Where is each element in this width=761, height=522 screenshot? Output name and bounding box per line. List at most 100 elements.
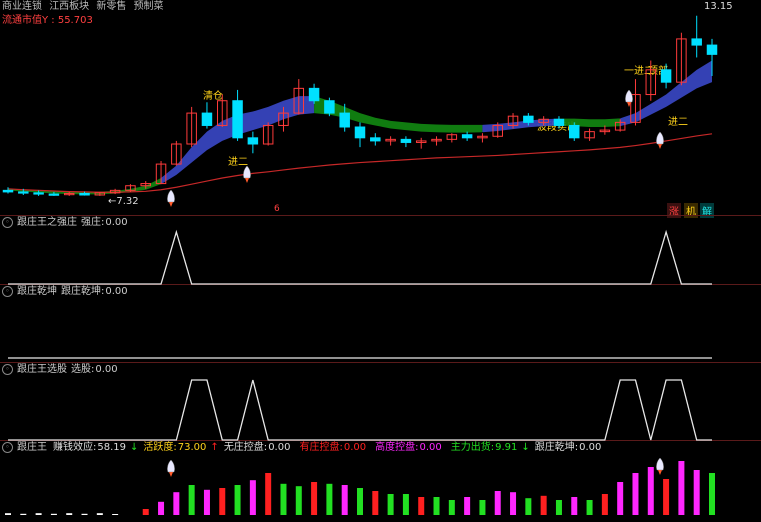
candle-body [354,126,366,139]
candle-body [492,124,503,137]
trend-arrow-icon: ↓ [130,442,139,453]
collapse-icon[interactable]: ◦ [2,441,13,453]
rocket-icon-flame [658,470,662,475]
panel1-label: 强庄: [81,217,105,228]
collapse-icon[interactable]: ◦ [2,363,13,375]
indicator-bar [96,513,103,515]
candle-body [278,112,289,126]
indicator-bar [112,514,119,515]
annotation-jiner-b: 进二 [668,117,688,128]
indicator-bar [35,513,42,515]
candle-body [308,87,320,102]
band-segment [8,178,162,195]
rocket-icon [167,459,175,473]
candle-body [94,192,106,196]
panel3-label: 选股: [71,364,95,375]
panel4-item-value: 0.00 [343,442,367,453]
indicator-bar [617,482,624,515]
indicator-bar [418,497,425,515]
candle-body [109,189,121,194]
panel3-value: 0.00 [95,364,118,375]
indicator-bar [678,461,685,515]
candle-body [630,94,641,123]
candle-body [186,112,197,145]
rocket-icon-flame [627,102,631,107]
marker-jie[interactable]: 解 [700,203,714,218]
candle-body [140,183,151,187]
collapse-icon[interactable]: ◦ [2,285,13,297]
candle-body [79,192,90,196]
price-panel[interactable]: 商业连锁 江西板块 新零售 预制菜 流通市值Y : 55.703 13.15 ←… [0,0,761,218]
candle-body [614,121,626,131]
indicator-bar [448,500,455,515]
title-item[interactable]: 江西板块 [49,1,90,12]
candle-body [584,131,595,139]
indicator-bar [311,482,318,515]
candle-body [262,124,274,145]
panel4-item-value: 0.00 [268,442,291,453]
indicator-bar [540,495,547,515]
candle-body [507,115,519,126]
panel2-name: 跟庄乾坤 [17,286,57,297]
rocket-icon [243,165,251,179]
candle-body [569,124,580,139]
indicator-bar [341,485,348,515]
marker-zhang[interactable]: 涨 [667,203,681,218]
candle-body [155,163,167,185]
circulating-cap-label: 流通市值Y : 55.703 [2,15,93,26]
indicator-bar [158,501,165,515]
candle-body [125,185,136,191]
panel4-item: 跟庄乾坤:0.00 [535,442,606,453]
candle-body [201,112,213,126]
rocket-icon-flame [169,202,173,207]
candle-body [217,100,228,126]
indicator-bar [326,483,333,515]
title-item[interactable]: 新零售 [96,1,127,12]
band-segment [620,60,712,127]
candle-body [645,69,657,96]
collapse-icon[interactable]: ◦ [2,216,13,228]
rocket-icon [656,131,664,145]
candle-body [676,38,687,83]
candle-body [538,118,549,123]
indicator-bar [81,513,88,515]
indicator-bar [433,497,440,515]
panel1-name: 跟庄王之强庄 [17,217,77,228]
indicator-bar [693,470,700,515]
panel4-item: 有庄控盘:0.00 [299,442,370,453]
indicator-bar [372,491,379,515]
panel4-item-label: 活跃度: [143,442,177,453]
title-item[interactable]: 商业连锁 [2,1,42,12]
candle-body [48,193,60,196]
candle-body [339,112,350,128]
marker-ji[interactable]: 机 [684,203,698,218]
indicator-bar [663,479,670,515]
candle-body [446,134,458,140]
indicator-bar [295,486,302,515]
trend-arrow-icon: ↑ [210,442,219,453]
rocket-icon [625,89,633,103]
annotation-qingcang: 清仓 [203,91,223,102]
title-item[interactable]: 预制菜 [133,1,164,12]
indicator-bar [66,513,73,515]
panel4-item-label: 跟庄乾坤: [534,442,579,453]
panel4-item-value: 58.19 [97,442,127,453]
panel2-value: 0.00 [105,286,128,297]
indicator-bar [5,513,11,515]
price-panel-title: 商业连锁 江西板块 新零售 预制菜 [2,0,168,14]
panel4-item: 赚钱效应:58.19 ↓ [53,442,138,453]
annotation-yijinji: 一进二 [624,66,654,77]
moving-average-line [7,133,713,193]
panel4-name: 跟庄王 [17,442,47,453]
indicator-bar [494,491,501,515]
indicator-bar [265,473,272,515]
indicator-bar [510,492,517,515]
indicator-bar [647,467,654,515]
indicator-bar [632,473,639,515]
indicator-bar [357,488,363,515]
low-price-label: ←7.32 [108,196,139,207]
panel2-label: 跟庄乾坤: [61,286,105,297]
candle-body [370,137,381,142]
marker-six: 6 [274,204,280,214]
candle-body [477,135,488,139]
